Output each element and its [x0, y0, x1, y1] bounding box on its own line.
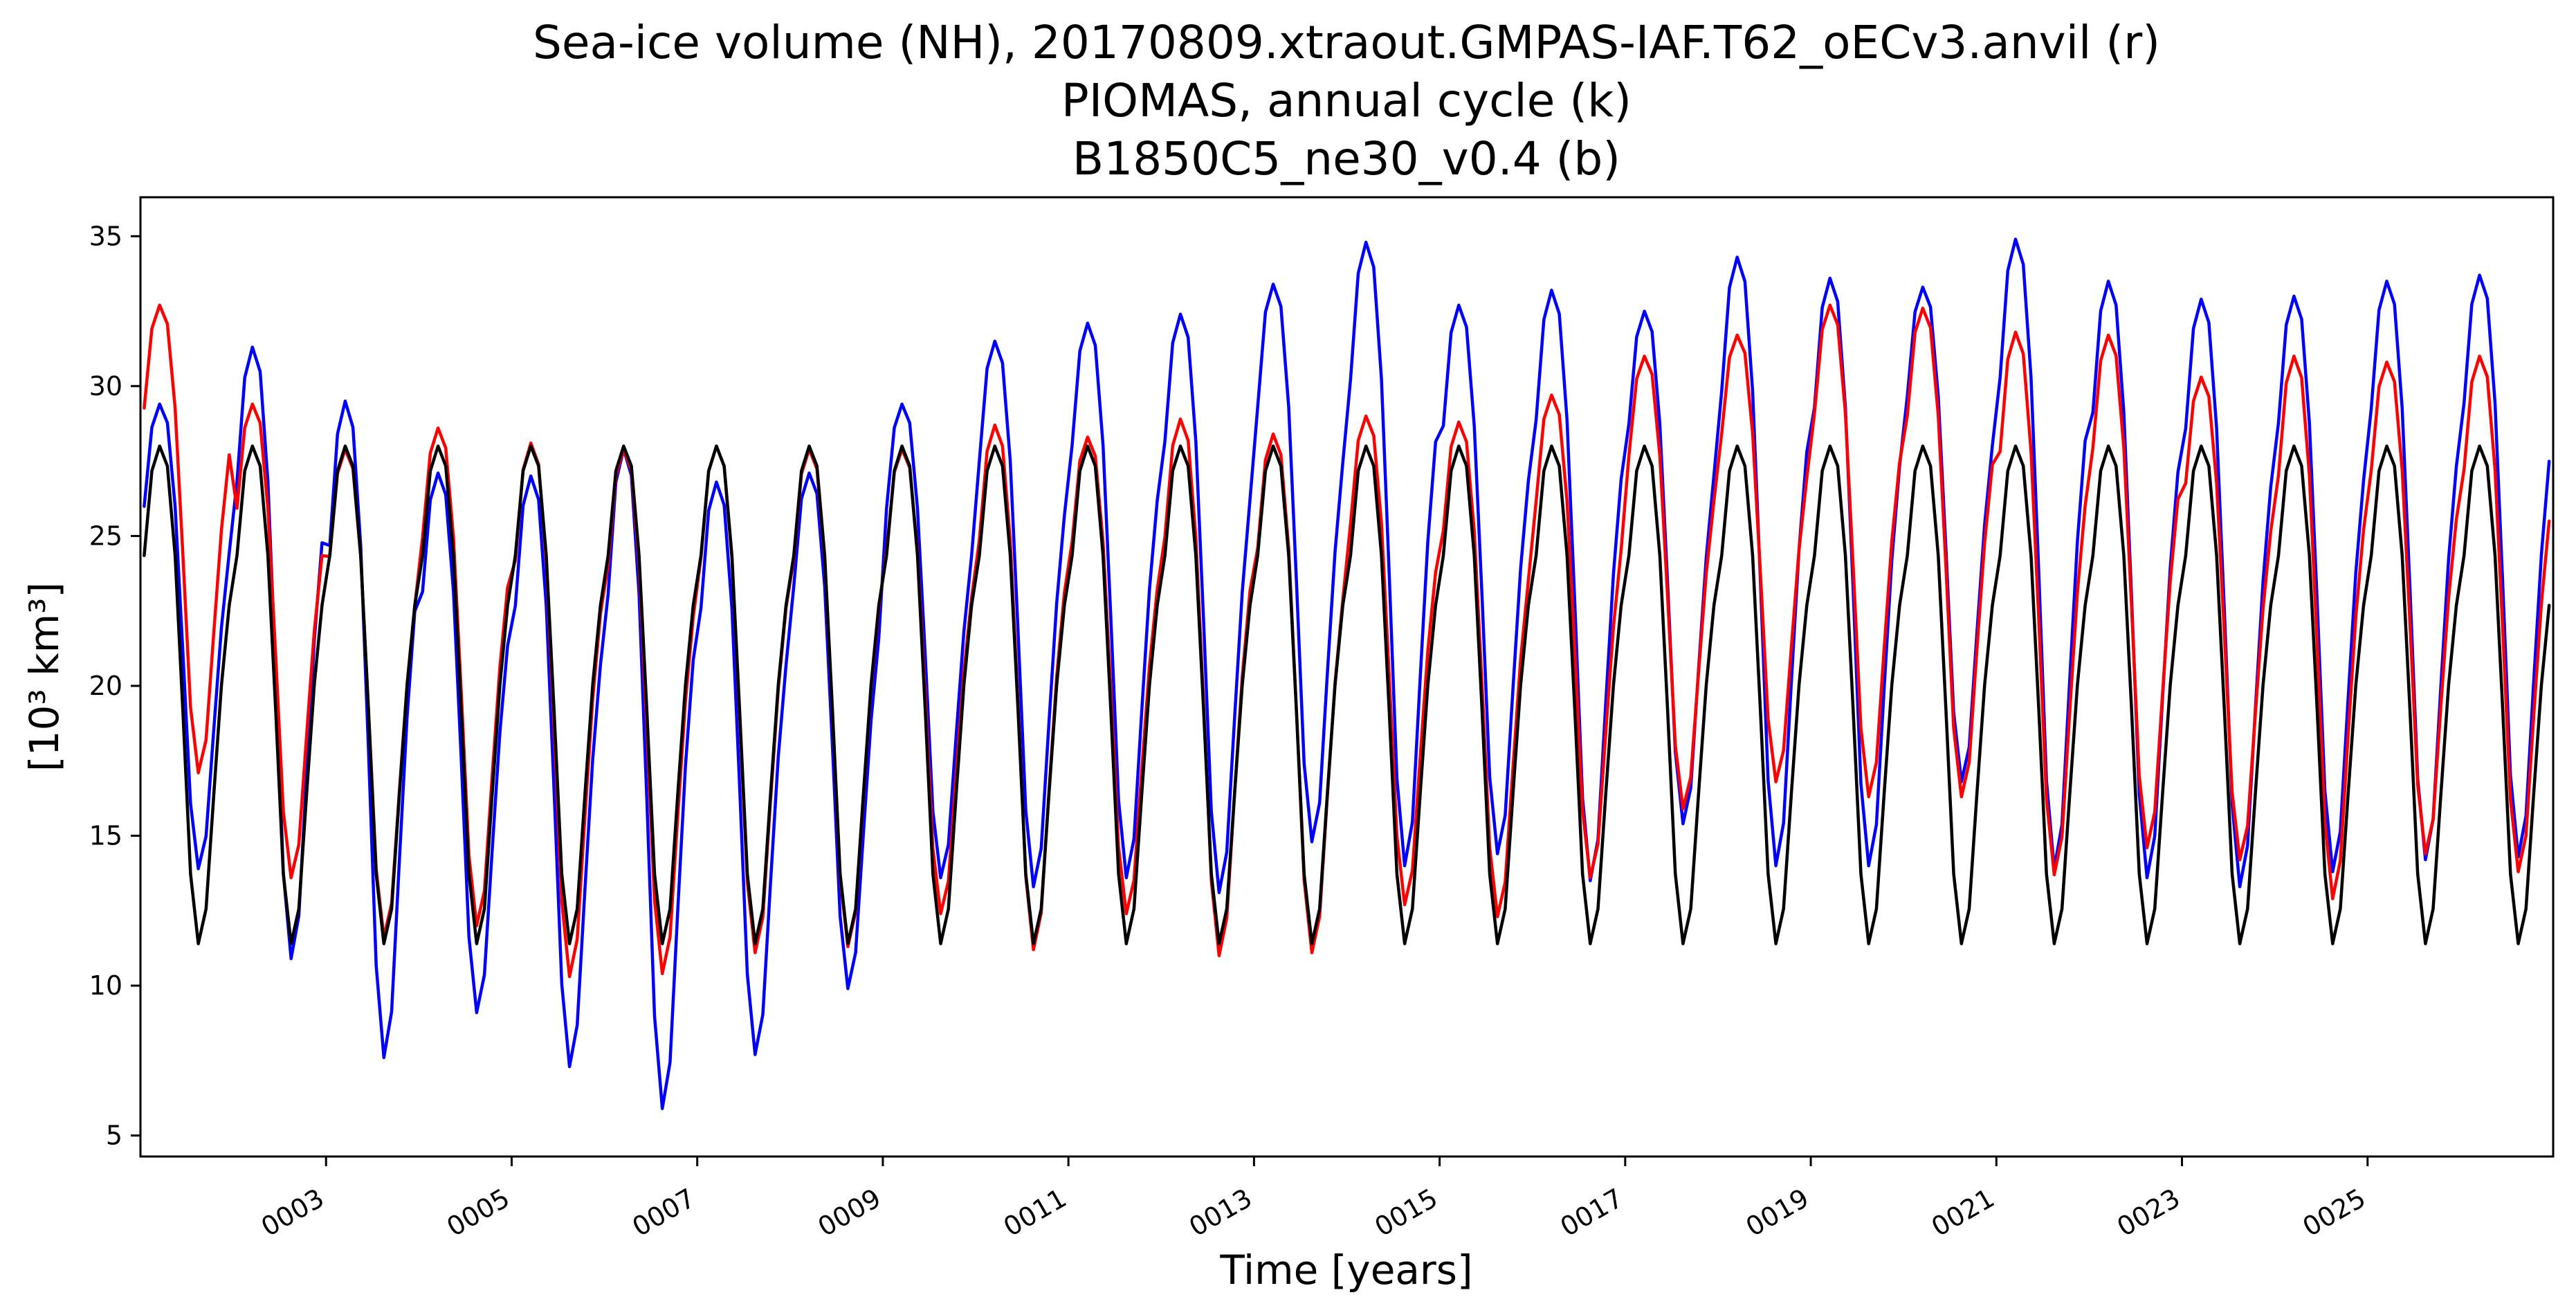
x-tick-label-0023: 0023	[2112, 1183, 2185, 1242]
x-tick-label-0015: 0015	[1369, 1183, 1443, 1242]
y-axis-label: [10³ km³]	[21, 582, 68, 772]
chart-title-line-3: B1850C5_ne30_v0.4 (b)	[1072, 132, 1620, 185]
chart-title-line-1: Sea-ice volume (NH), 20170809.xtraout.GM…	[533, 16, 2160, 69]
x-tick-label-0013: 0013	[1184, 1183, 1257, 1242]
x-tick-label-0011: 0011	[998, 1183, 1072, 1242]
y-tick-label-35: 35	[89, 221, 122, 251]
plot-frame	[139, 196, 2555, 1158]
x-axis-label: Time [years]	[1219, 1246, 1472, 1294]
x-tick-label-0003: 0003	[256, 1183, 329, 1242]
x-tick-label-0017: 0017	[1555, 1183, 1629, 1242]
y-tick-label-15: 15	[89, 821, 122, 851]
x-tick-label-0025: 0025	[2298, 1183, 2371, 1242]
x-tick-label-0007: 0007	[627, 1183, 700, 1242]
y-axis: 5 10 15 20 25 30 35	[89, 221, 140, 1151]
series-line-black	[143, 444, 2551, 945]
y-tick-label-20: 20	[89, 671, 122, 701]
chart-title-line-2: PIOMAS, annual cycle (k)	[1061, 74, 1632, 127]
y-tick-label-30: 30	[89, 371, 122, 401]
y-tick-label-10: 10	[89, 970, 122, 1001]
series-layer	[143, 237, 2551, 1110]
x-tick-label-0005: 0005	[441, 1183, 515, 1242]
y-tick-label-5: 5	[106, 1121, 122, 1151]
series-line-blue	[143, 237, 2551, 1110]
x-axis: 0003 0005 0007 0009 0011 0013 0015 0017 0019 0021…	[256, 1157, 2371, 1242]
y-tick-label-25: 25	[89, 520, 122, 551]
x-tick-label-0019: 0019	[1741, 1183, 1814, 1242]
x-tick-label-0009: 0009	[813, 1183, 886, 1242]
x-tick-label-0021: 0021	[1926, 1183, 2000, 1242]
